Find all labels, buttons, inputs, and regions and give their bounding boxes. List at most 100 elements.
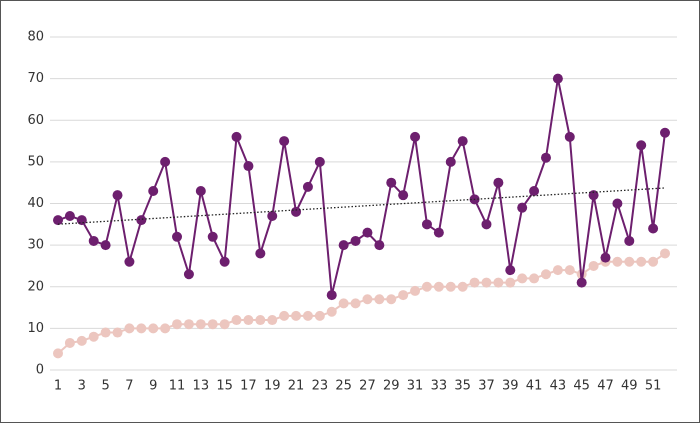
x-tick-label: 3 <box>78 379 86 394</box>
data-point <box>517 202 528 213</box>
data-point <box>326 290 337 301</box>
data-point <box>552 73 563 84</box>
data-point <box>302 310 313 321</box>
data-point <box>552 265 563 276</box>
data-point <box>64 337 75 348</box>
data-point <box>326 306 337 317</box>
x-tick-label: 9 <box>149 379 157 394</box>
data-point <box>183 319 194 330</box>
x-tick-label: 39 <box>502 379 519 394</box>
x-tick-label: 33 <box>431 379 448 394</box>
y-tick-label: 30 <box>27 238 44 253</box>
x-tick-label: 25 <box>335 379 352 394</box>
x-tick-label: 51 <box>645 379 662 394</box>
data-point <box>195 186 206 197</box>
data-point <box>612 198 623 209</box>
data-point <box>457 281 468 292</box>
y-tick-label: 60 <box>27 113 44 128</box>
data-point <box>529 273 540 284</box>
x-tick-label: 37 <box>478 379 495 394</box>
data-point <box>410 131 421 142</box>
y-tick-label: 70 <box>27 71 44 86</box>
data-point <box>148 323 159 334</box>
data-point <box>457 136 468 147</box>
data-point <box>564 265 575 276</box>
data-point <box>445 156 456 167</box>
x-tick-label: 43 <box>550 379 567 394</box>
x-tick-label: 29 <box>383 379 400 394</box>
data-point <box>398 190 409 201</box>
data-point <box>362 227 373 238</box>
data-point <box>660 248 670 259</box>
data-point <box>160 156 171 167</box>
data-point <box>267 315 278 326</box>
data-point <box>302 181 313 192</box>
series-line <box>57 78 666 296</box>
data-point <box>529 186 540 197</box>
data-point <box>588 260 599 271</box>
data-point <box>540 152 551 163</box>
data-point <box>433 227 444 238</box>
data-point <box>124 256 135 267</box>
data-point <box>255 315 266 326</box>
x-tick-label: 11 <box>169 379 186 394</box>
data-point <box>576 277 587 288</box>
data-point <box>362 294 373 305</box>
data-point <box>374 240 385 251</box>
x-tick-label: 5 <box>101 379 109 394</box>
data-point <box>148 186 159 197</box>
data-point <box>660 127 670 138</box>
data-point <box>183 269 194 280</box>
data-point <box>481 219 492 230</box>
data-point <box>398 290 409 301</box>
data-point <box>433 281 444 292</box>
data-point <box>338 298 349 309</box>
data-point <box>493 277 504 288</box>
data-point <box>564 131 575 142</box>
data-point <box>374 294 385 305</box>
data-point <box>636 140 647 151</box>
data-point <box>172 319 183 330</box>
data-point <box>76 335 87 346</box>
data-point <box>76 215 87 226</box>
data-point <box>243 161 254 172</box>
data-point <box>421 219 432 230</box>
data-point <box>350 235 361 246</box>
data-point <box>136 323 147 334</box>
data-point <box>517 273 528 284</box>
x-tick-label: 23 <box>312 379 329 394</box>
x-tick-label: 1 <box>54 379 62 394</box>
data-point <box>350 298 361 309</box>
data-point <box>505 277 516 288</box>
y-tick-label: 40 <box>27 196 44 211</box>
x-tick-label: 45 <box>573 379 590 394</box>
data-point <box>231 131 242 142</box>
data-point <box>314 310 325 321</box>
x-tick-label: 15 <box>216 379 233 394</box>
x-tick-label: 13 <box>193 379 210 394</box>
x-tick-label: 35 <box>454 379 471 394</box>
data-point <box>481 277 492 288</box>
data-point <box>386 294 397 305</box>
data-point <box>600 252 611 263</box>
data-point <box>291 310 302 321</box>
data-point <box>421 281 432 292</box>
data-point <box>410 285 421 296</box>
x-tick-label: 31 <box>407 379 424 394</box>
y-tick-label: 80 <box>27 30 44 45</box>
y-tick-label: 20 <box>27 279 44 294</box>
data-point <box>243 315 254 326</box>
data-point <box>100 327 111 338</box>
data-point <box>100 240 111 251</box>
data-point <box>338 240 349 251</box>
data-point <box>207 231 218 242</box>
data-point <box>624 256 635 267</box>
data-point <box>64 210 75 221</box>
data-point <box>279 136 290 147</box>
y-tick-label: 10 <box>27 321 44 336</box>
data-point <box>255 248 266 259</box>
data-point <box>136 215 147 226</box>
x-tick-label: 17 <box>240 379 257 394</box>
x-tick-label: 21 <box>288 379 305 394</box>
